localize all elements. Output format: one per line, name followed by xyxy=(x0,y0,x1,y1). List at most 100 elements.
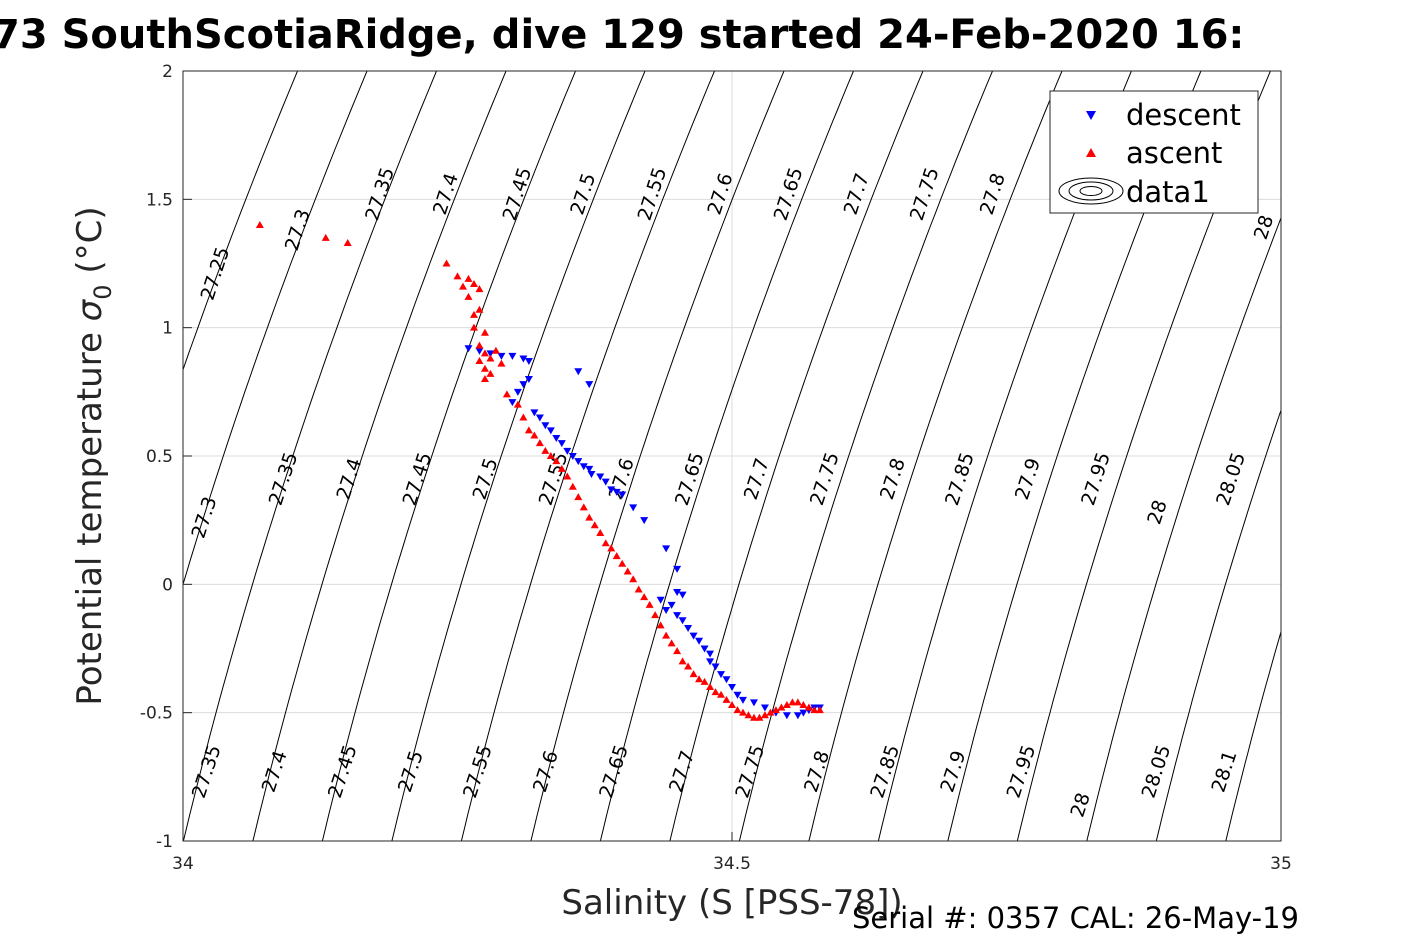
ascent-point-69 xyxy=(760,711,769,719)
ascent-point-7 xyxy=(469,280,478,288)
ascent-point-0 xyxy=(255,221,264,228)
descent-point-11 xyxy=(530,409,539,417)
ascent-point-11 xyxy=(475,305,484,313)
ascent-point-74 xyxy=(788,698,797,706)
isopycnal-line-1 xyxy=(183,71,368,587)
ascent-point-46 xyxy=(634,585,643,593)
descent-point-48 xyxy=(717,671,726,679)
legend-contour-marker xyxy=(1058,177,1124,205)
ascent-point-38 xyxy=(590,521,599,529)
y-tick-label-0: -1 xyxy=(156,832,173,852)
ascent-point-21 xyxy=(475,357,484,365)
isopycnal-line-16 xyxy=(1155,408,1281,841)
legend: descent ascent data1 xyxy=(1049,90,1259,214)
y-axis-label-unit: (°C) xyxy=(70,206,110,284)
ascent-point-16 xyxy=(486,354,495,362)
ascent-point-33 xyxy=(563,472,572,480)
isopycnal-line-15 xyxy=(1086,216,1281,841)
descent-point-31 xyxy=(640,517,649,525)
descent-point-58 xyxy=(799,709,808,717)
legend-data1-label: data1 xyxy=(1126,175,1210,209)
ascent-point-43 xyxy=(618,559,627,567)
ascent-point-41 xyxy=(607,544,616,552)
ascent-point-9 xyxy=(475,285,484,293)
descent-point-24 xyxy=(574,368,583,376)
descent-point-20 xyxy=(579,463,588,471)
descent-point-15 xyxy=(552,435,561,443)
ascent-point-40 xyxy=(601,539,610,547)
ascent-point-44 xyxy=(623,567,632,575)
descent-point-14 xyxy=(546,427,555,435)
descent-point-35 xyxy=(667,601,676,609)
ascent-point-71 xyxy=(771,706,780,714)
descent-point-12 xyxy=(535,414,544,422)
ascent-point-32 xyxy=(557,464,566,472)
ascent-point-14 xyxy=(475,341,484,349)
ascent-point-68 xyxy=(755,713,764,721)
ascent-point-54 xyxy=(678,657,687,665)
isopycnal-line-6 xyxy=(460,71,716,841)
descent-point-52 xyxy=(738,696,747,704)
ascent-point-22 xyxy=(480,364,489,372)
ascent-point-28 xyxy=(535,439,544,447)
descent-point-34 xyxy=(656,596,665,604)
ascent-point-61 xyxy=(717,690,726,698)
descent-point-42 xyxy=(689,632,698,640)
descent-point-50 xyxy=(728,684,736,691)
y-axis-label-symbol: σ xyxy=(70,298,110,321)
descent-point-26 xyxy=(601,478,610,486)
descent-point-46 xyxy=(706,658,715,666)
descent-point-54 xyxy=(760,704,769,712)
isopycnal-line-9 xyxy=(669,71,924,841)
ascent-point-27 xyxy=(530,431,539,439)
ascent-point-19 xyxy=(486,369,495,377)
ascent-point-37 xyxy=(585,513,594,521)
y-tick-label-4: 1 xyxy=(162,319,173,339)
ascent-point-17 xyxy=(491,346,500,354)
ascent-point-25 xyxy=(519,413,528,421)
ascent-point-23 xyxy=(502,390,511,398)
descent-point-2 xyxy=(486,350,495,358)
y-axis-label-subscript: 0 xyxy=(89,284,117,299)
ascent-point-18 xyxy=(497,359,506,367)
y-ticks: -1 -0.5 0 0.5 1 1.5 2 xyxy=(140,62,192,852)
isopycnal-line-2 xyxy=(183,71,438,841)
descent-point-36 xyxy=(673,589,682,597)
descent-point-44 xyxy=(700,645,709,653)
y-tick-label-2: 0 xyxy=(162,575,173,595)
ascent-point-42 xyxy=(612,552,621,560)
isopycnal-line-0 xyxy=(183,71,299,372)
ascent-point-30 xyxy=(546,452,555,459)
isopycnal-line-11 xyxy=(808,71,1063,841)
descent-point-29 xyxy=(618,491,627,499)
descent-point-25 xyxy=(585,381,594,389)
descent-point-8 xyxy=(513,388,522,396)
descent-point-49 xyxy=(722,676,731,684)
ascent-point-50 xyxy=(656,621,665,629)
ascent-point-51 xyxy=(662,631,671,639)
ascent-point-39 xyxy=(596,529,605,536)
isopycnal-line-8 xyxy=(599,71,855,841)
descent-point-7 xyxy=(508,399,517,407)
descent-point-53 xyxy=(749,699,758,707)
x-ticks: 34 34.5 35 xyxy=(172,832,1292,874)
serial-cal-text: Serial #: 0357 CAL: 26-May-19 xyxy=(852,901,1299,935)
ascent-point-55 xyxy=(684,662,693,670)
descent-point-38 xyxy=(662,607,671,614)
ascent-point-66 xyxy=(744,711,753,719)
ascent-point-78 xyxy=(810,706,819,714)
ascent-point-20 xyxy=(480,375,489,382)
ascent-point-76 xyxy=(799,700,808,708)
x-tick-label-1: 34.5 xyxy=(713,854,751,874)
ascent-point-60 xyxy=(711,688,720,696)
ascent-point-13 xyxy=(480,328,489,336)
ascent-point-6 xyxy=(464,274,473,282)
ascent-point-62 xyxy=(722,695,731,703)
ascent-point-8 xyxy=(464,292,473,300)
y-tick-label-5: 1.5 xyxy=(146,190,173,210)
y-tick-label-3: 0.5 xyxy=(146,447,173,467)
ascent-point-75 xyxy=(793,698,802,706)
ascent-point-57 xyxy=(695,675,704,683)
